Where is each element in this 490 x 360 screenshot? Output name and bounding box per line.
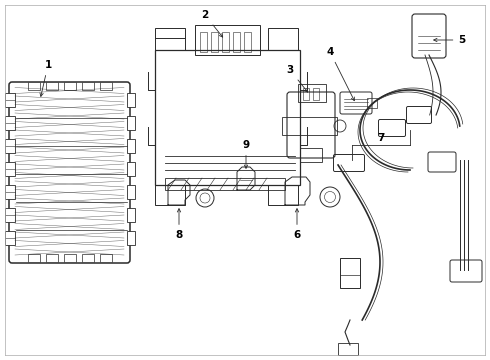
Bar xyxy=(338,343,358,355)
Bar xyxy=(100,254,112,262)
Bar xyxy=(155,185,185,205)
Bar xyxy=(46,82,58,90)
Bar xyxy=(5,139,15,153)
Bar xyxy=(303,88,309,100)
Bar xyxy=(127,93,135,107)
Bar xyxy=(340,258,360,288)
Text: 2: 2 xyxy=(201,10,222,37)
Bar xyxy=(127,208,135,222)
Bar xyxy=(5,231,15,245)
Bar xyxy=(5,208,15,222)
Bar xyxy=(5,116,15,130)
Text: 5: 5 xyxy=(434,35,465,45)
Bar xyxy=(5,162,15,176)
Bar xyxy=(195,25,260,55)
Bar xyxy=(268,28,298,50)
Bar xyxy=(165,178,285,190)
Bar xyxy=(313,88,319,100)
Bar xyxy=(367,98,377,108)
Text: 6: 6 xyxy=(294,209,301,240)
Bar xyxy=(127,162,135,176)
Bar xyxy=(46,254,58,262)
Bar xyxy=(268,185,298,205)
Bar xyxy=(82,82,94,90)
Text: 4: 4 xyxy=(326,47,354,101)
Bar xyxy=(300,148,322,162)
Bar xyxy=(127,116,135,130)
Bar xyxy=(282,117,337,135)
Bar xyxy=(127,231,135,245)
Bar xyxy=(211,32,218,52)
Text: 7: 7 xyxy=(377,133,385,143)
Bar xyxy=(155,28,185,50)
Bar xyxy=(244,32,251,52)
Bar xyxy=(28,254,40,262)
Text: 9: 9 xyxy=(243,140,249,168)
Bar xyxy=(82,254,94,262)
Bar xyxy=(233,32,240,52)
Bar xyxy=(200,32,207,52)
Bar xyxy=(28,82,40,90)
Bar xyxy=(127,139,135,153)
Bar xyxy=(5,93,15,107)
Text: 3: 3 xyxy=(286,65,308,92)
Bar xyxy=(5,185,15,199)
Bar xyxy=(64,254,76,262)
Bar xyxy=(298,84,326,102)
Text: 1: 1 xyxy=(40,60,51,96)
Bar xyxy=(100,82,112,90)
Text: 8: 8 xyxy=(175,209,183,240)
Bar xyxy=(64,82,76,90)
Bar xyxy=(222,32,229,52)
Bar xyxy=(127,185,135,199)
Bar xyxy=(155,50,300,185)
